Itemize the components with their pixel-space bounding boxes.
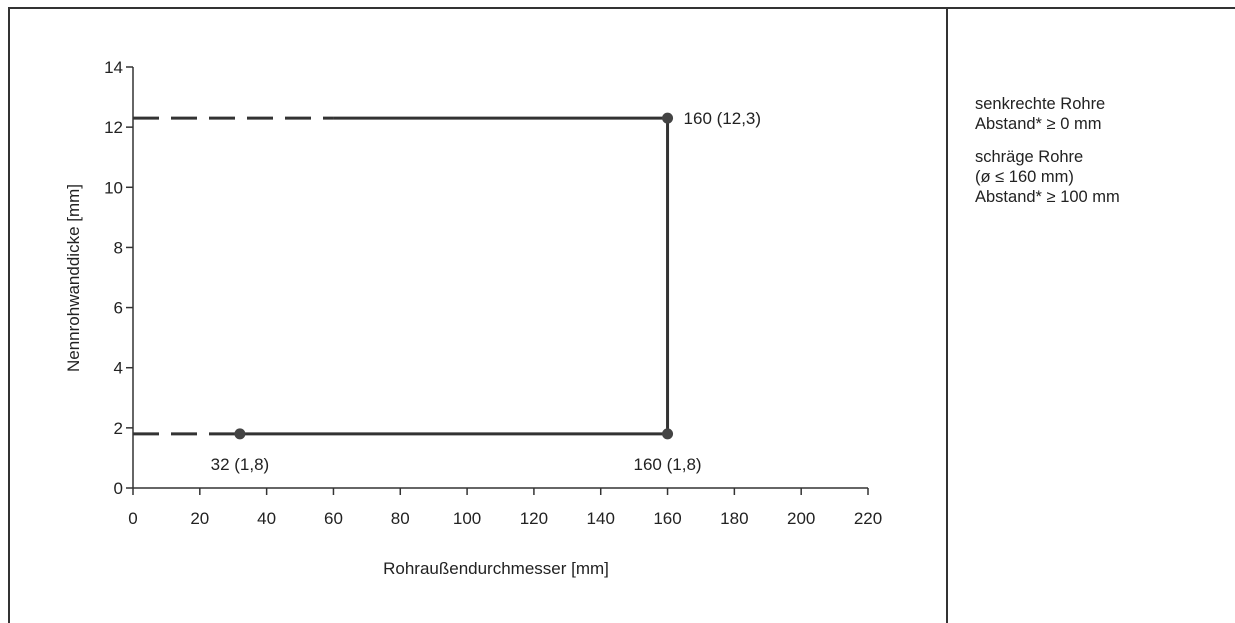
slanted-pipes-condition: (ø ≤ 160 mm) xyxy=(975,167,1120,187)
x-tick-label: 160 xyxy=(653,509,681,528)
slanted-pipes-note: schräge Rohre (ø ≤ 160 mm) Abstand* ≥ 10… xyxy=(975,147,1120,207)
data-point-label: 160 (1,8) xyxy=(634,455,702,474)
data-point xyxy=(662,428,673,439)
y-tick-label: 6 xyxy=(114,299,123,318)
x-tick-label: 100 xyxy=(453,509,481,528)
y-axis: 0 2 4 6 8 10 12 14 xyxy=(104,58,133,498)
data-point xyxy=(662,113,673,124)
y-tick-label: 10 xyxy=(104,178,123,197)
vertical-pipes-distance: Abstand* ≥ 0 mm xyxy=(975,114,1120,134)
x-tick-label: 220 xyxy=(854,509,882,528)
y-tick-label: 14 xyxy=(104,58,123,77)
x-tick-label: 140 xyxy=(587,509,615,528)
data-point-label: 32 (1,8) xyxy=(211,455,270,474)
slanted-pipes-distance: Abstand* ≥ 100 mm xyxy=(975,187,1120,207)
x-tick-label: 0 xyxy=(128,509,137,528)
y-tick-label: 4 xyxy=(114,359,123,378)
x-tick-label: 40 xyxy=(257,509,276,528)
data-points: 32 (1,8) 160 (1,8) 160 (12,3) xyxy=(211,109,761,474)
notes-panel: senkrechte Rohre Abstand* ≥ 0 mm schräge… xyxy=(975,94,1120,220)
y-tick-label: 2 xyxy=(114,419,123,438)
x-tick-label: 20 xyxy=(190,509,209,528)
data-point-label: 160 (12,3) xyxy=(684,109,762,128)
y-tick-label: 8 xyxy=(114,238,123,257)
y-tick-label: 0 xyxy=(114,479,123,498)
slanted-pipes-title: schräge Rohre xyxy=(975,147,1120,167)
vertical-pipes-title: senkrechte Rohre xyxy=(975,94,1120,114)
x-tick-label: 180 xyxy=(720,509,748,528)
data-lines xyxy=(133,118,668,434)
x-tick-label: 200 xyxy=(787,509,815,528)
y-tick-label: 12 xyxy=(104,118,123,137)
x-axis: 0 20 40 60 80 100 120 140 160 180 200 220 xyxy=(128,488,882,528)
panel-divider xyxy=(946,7,948,623)
y-axis-label: Nennrohwanddicke [mm] xyxy=(64,184,83,372)
x-tick-label: 80 xyxy=(391,509,410,528)
x-tick-label: 120 xyxy=(520,509,548,528)
pipe-chart: 0 20 40 60 80 100 120 140 160 180 200 220 0 2 4 6 8 10 12… xyxy=(0,0,946,623)
x-tick-label: 60 xyxy=(324,509,343,528)
vertical-pipes-note: senkrechte Rohre Abstand* ≥ 0 mm xyxy=(975,94,1120,134)
x-axis-label: Rohraußendurchmesser [mm] xyxy=(383,559,609,578)
data-point xyxy=(234,428,245,439)
